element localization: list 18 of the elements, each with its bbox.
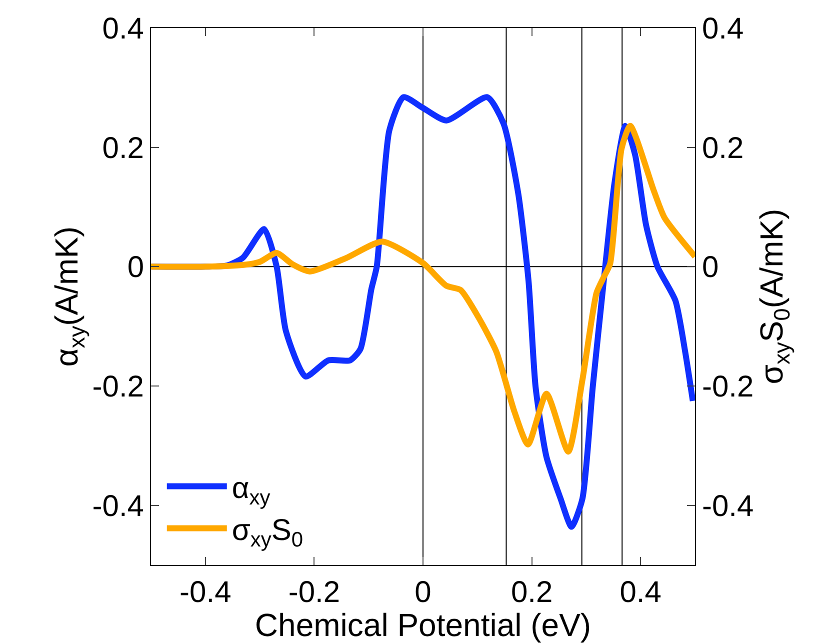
y-tick-label: -0.4 [92,490,144,523]
y2-tick-label: 0 [702,251,719,284]
y2-tick-label: -0.2 [702,370,754,404]
y-tick-label: 0 [127,251,144,284]
y-tick-label: 0.2 [102,132,144,165]
legend-label: σ$_{xy}$S$_{0}$ [232,514,304,552]
y2-tick-label: 0.4 [702,12,744,46]
y2-tick-label: -0.4 [702,490,754,523]
legend-label: α$_{xy}$ [232,472,271,510]
x-tick-label: -0.4 [180,576,232,609]
y-tick-label: -0.2 [92,370,144,404]
y2-tick-label: 0.2 [702,132,744,165]
x-tick-label: 0 [414,576,432,609]
x-tick-label: 0.2 [510,576,553,609]
x-tick-label: -0.2 [288,576,340,609]
y-tick-label: 0.4 [102,12,144,46]
x-tick-label: 0.4 [620,576,662,609]
x-axis-title: Chemical Potential (eV) [254,607,592,643]
